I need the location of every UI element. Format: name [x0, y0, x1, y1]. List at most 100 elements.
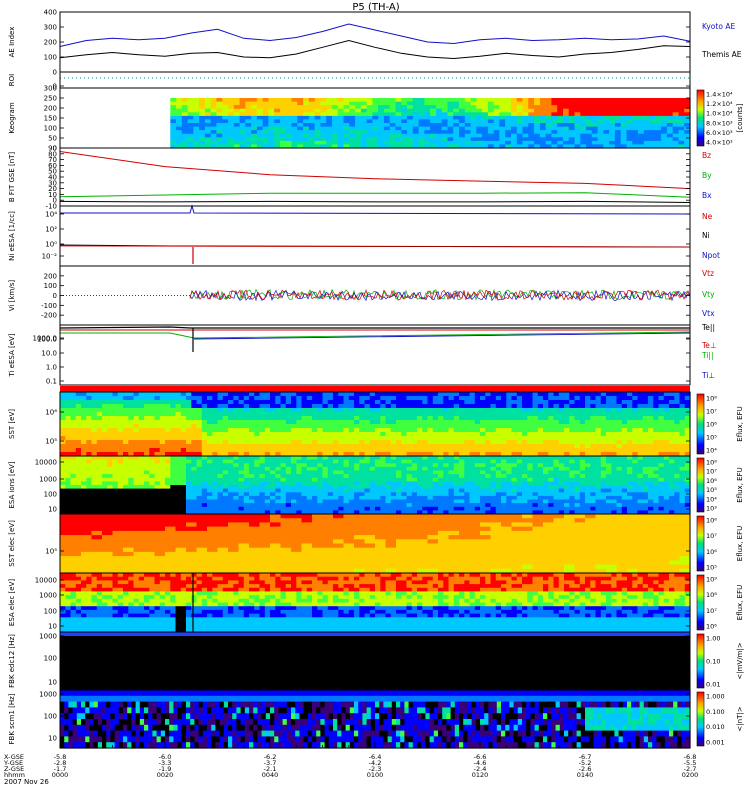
temperature-legend-1: Te⊥: [701, 341, 716, 350]
esa-ion-ytick: 1000: [39, 476, 57, 484]
esa-ion-colorbar-tick: 10⁵: [706, 486, 717, 494]
xaxis-tick-y: -5.5: [684, 759, 697, 767]
esa-ion-colorbar-tick: 10⁸: [706, 459, 717, 467]
ae-series-0: [59, 23, 691, 47]
fbk-b-colorbar: [696, 691, 705, 747]
velocity-ytick: -200: [41, 312, 57, 320]
density-npot: [59, 245, 691, 248]
sst-ion-colorbar: [696, 393, 705, 455]
fbk-b-heatmap: [60, 690, 691, 749]
temperature-panel-frame: [59, 324, 691, 386]
keogram-ylabel: Keogram: [8, 102, 16, 133]
sst-ion-ylabel: SST [eV]: [8, 409, 16, 439]
sst-ion-ytick: 10⁶: [45, 409, 57, 417]
density-panel-frame: [59, 205, 691, 267]
roi-ytick: 0: [53, 83, 57, 91]
xaxis-tick-time: 0040: [262, 771, 279, 779]
esa-elec-ytick: 10: [48, 623, 57, 631]
fbk-e-background: [60, 632, 690, 690]
xaxis-tick-time: 0020: [157, 771, 174, 779]
esa-elec-colorbar-tick: 10⁶: [706, 623, 717, 631]
xaxis-row-label: X-GSE: [4, 753, 24, 761]
bfield-panel-frame: [59, 147, 691, 207]
sst-elec-colorbar-tick: 10⁵: [706, 564, 717, 572]
sst-elec-colorbar-tick: 10⁶: [706, 548, 717, 556]
keogram-ytick: 250: [44, 95, 57, 103]
velocity-series-2: [189, 289, 691, 301]
xaxis-tick-z: -2.4: [474, 765, 487, 773]
density-ytick: 10²: [45, 226, 57, 234]
esa-elec-colorbar-tick: 10⁸: [706, 591, 717, 599]
fbk-b-ytick: 10: [48, 735, 57, 743]
esa-ion-colorbar-label: Eflux, EFU: [736, 467, 744, 502]
velocity-legend-1: Vty: [702, 290, 715, 299]
xaxis-row-label: Y-GSE: [3, 759, 23, 767]
fbk-b-ylabel: FBK scm1 [Hz]: [8, 693, 16, 744]
esa-elec-ytick: 10000: [35, 577, 57, 585]
keogram-ytick: 200: [44, 105, 57, 113]
sst-ion-ytick: 10⁵: [45, 438, 57, 446]
keogram-colorbar-tick: 1.4×10⁴: [706, 91, 733, 99]
fbk-b-colorbar-tick: 0.001: [706, 739, 725, 747]
bfield-ytick: 0: [53, 197, 57, 205]
sst-elec-ytick: 10⁵: [45, 548, 57, 556]
keogram-ytick: 150: [44, 115, 57, 123]
bfield-legend-2: Bx: [702, 191, 712, 200]
xaxis-row-label: hhmm: [4, 771, 25, 779]
density-ylabel: Ni eESA [1/cc]: [8, 211, 16, 261]
bfield-series-1: [59, 192, 691, 198]
velocity-ytick: -100: [41, 302, 57, 310]
density-legend-1: Ni: [702, 231, 710, 240]
xaxis-tick-x: -6.6: [474, 753, 487, 761]
esa-ion-ylabel: ESA ions [eV]: [8, 461, 16, 508]
esa-ion-colorbar: [696, 457, 705, 513]
velocity-ytick: 0: [53, 292, 57, 300]
density-ytick: 10⁴: [45, 211, 57, 219]
fbk-e-colorbar-label: <|mV/m|>: [736, 642, 744, 679]
roi-panel-frame: [59, 71, 691, 89]
fbk-e-colorbar: [696, 633, 705, 689]
xaxis-tick-x: -6.2: [264, 753, 277, 761]
xaxis-tick-y: -4.2: [369, 759, 382, 767]
roi-ylabel: ROI: [8, 74, 16, 86]
esa-ion-colorbar-tick: 10³: [706, 505, 717, 513]
sst-ion-colorbar-tick: 10⁸: [706, 395, 717, 403]
fbk-b-colorbar-tick: 1.000: [706, 693, 725, 701]
keogram-colorbar-tick: 6.0×10³: [706, 129, 733, 137]
xaxis-tick-x: -6.0: [159, 753, 172, 761]
bfield-ytick: 10: [48, 191, 57, 199]
xaxis-tick-y: -3.3: [159, 759, 172, 767]
bfield-ytick: 20: [48, 185, 57, 193]
esa-elec-ytick: 100: [44, 608, 57, 616]
density-legend-0: Ne: [702, 212, 713, 221]
xaxis-tick-z: -2.3: [369, 765, 382, 773]
ae-ytick: 300: [44, 24, 57, 32]
temperature-legend-0: Te||: [701, 323, 715, 332]
fbk-b-ytick: 1000: [39, 691, 57, 699]
sst-elec-colorbar: [696, 515, 705, 572]
bfield-ytick: 50: [48, 168, 57, 176]
quality-flag-bar: [60, 386, 690, 392]
date-label: 2007 Nov 26: [4, 778, 49, 786]
xaxis-tick-x: -6.8: [684, 753, 697, 761]
keogram-ytick: 0: [53, 145, 57, 153]
xaxis-tick-x: -6.7: [579, 753, 592, 761]
keogram-colorbar-tick: 8.0×10³: [706, 119, 733, 127]
xaxis-tick-z: -1.7: [54, 765, 67, 773]
esa-elec-colorbar-tick: 10⁷: [706, 607, 717, 615]
fbk-e-ylabel: FBK edc12 [Hz]: [8, 634, 16, 688]
fbk-e-colorbar-tick: 1.00: [706, 635, 720, 643]
temperature-ylabel: Ti eESA [eV]: [8, 333, 16, 377]
fbk-b-colorbar-label: <|nT|>: [736, 706, 744, 731]
fbk-e-colorbar-tick: 0.01: [706, 681, 720, 689]
fbk-b-colorbar-tick: 0.010: [706, 723, 725, 731]
esa-elec-heatmap: [60, 573, 691, 633]
bfield-ytick: 60: [48, 162, 57, 170]
fbk-e-ytick: 10: [48, 679, 57, 687]
velocity-legend-0: Vtz: [702, 269, 714, 278]
bfield-series-2: [59, 200, 691, 203]
temperature-ytick: 100.0: [37, 336, 57, 344]
esa-elec-ylabel: ESA elec [eV]: [8, 579, 16, 626]
bfield-series-0: [59, 151, 691, 190]
